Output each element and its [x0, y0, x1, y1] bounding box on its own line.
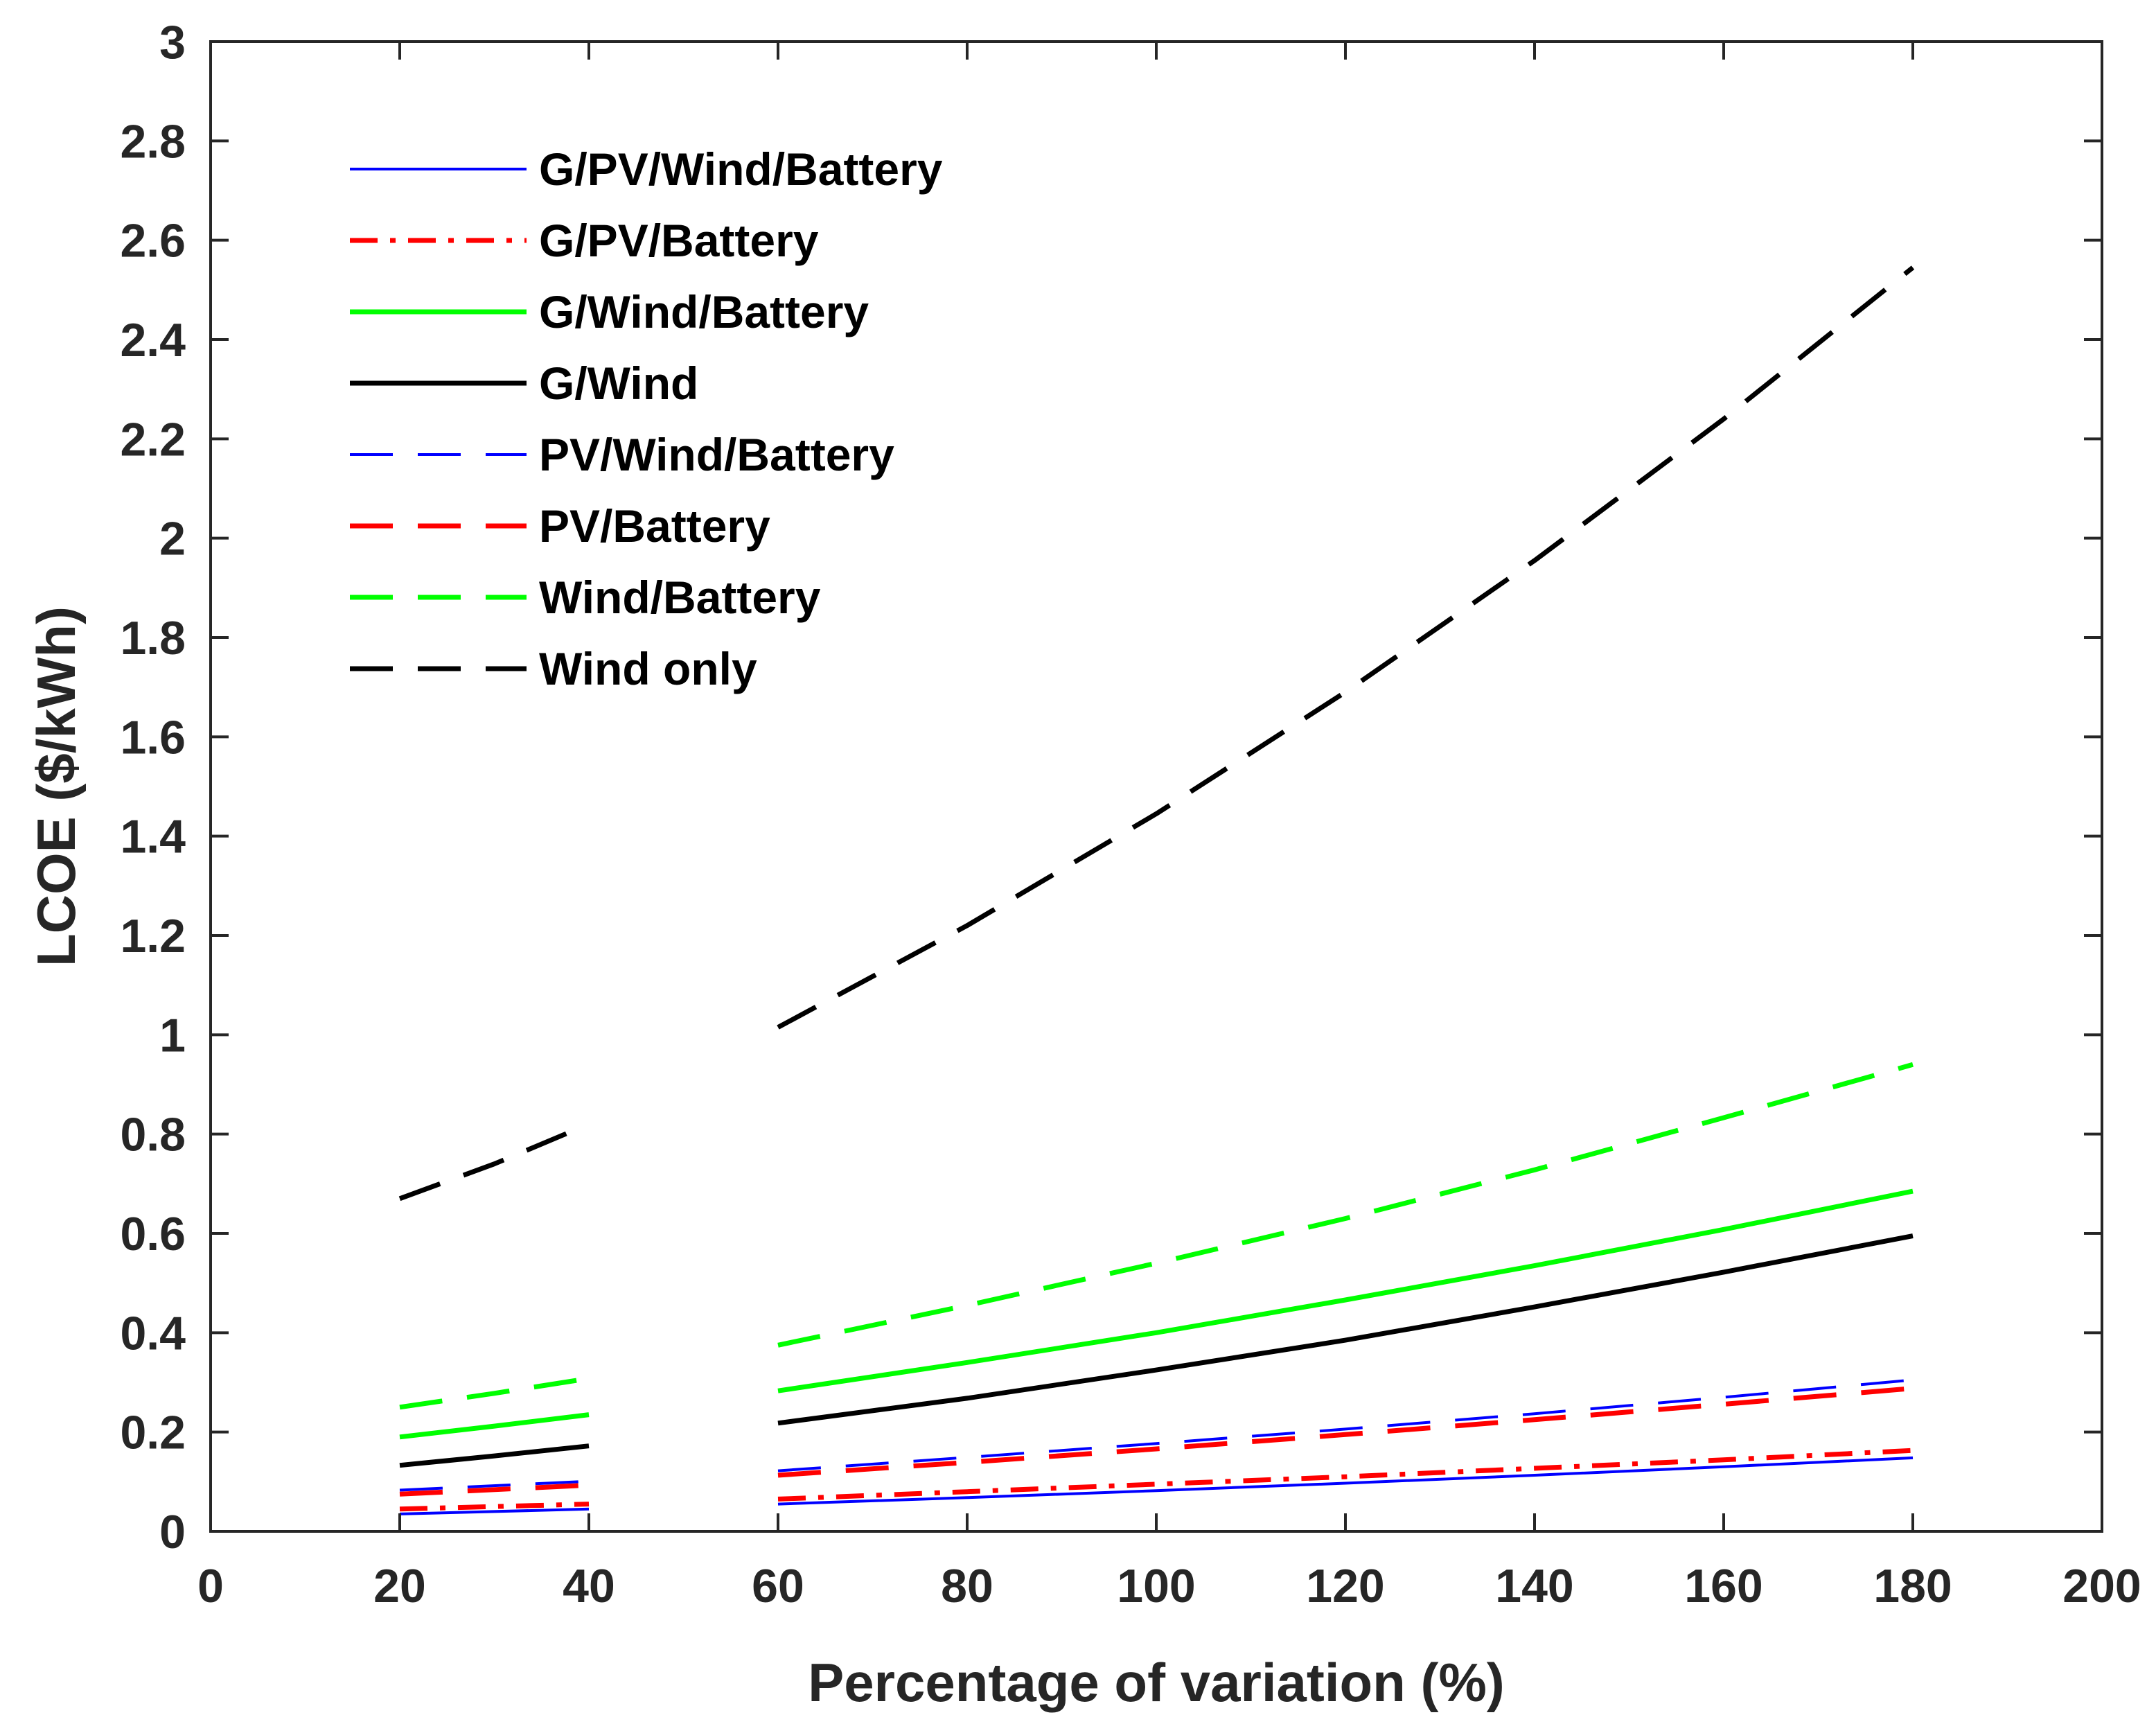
series-line-g-pv-wind-battery	[399, 1507, 590, 1515]
y-tick-label: 0.4	[120, 1307, 186, 1360]
y-tick-label: 1.6	[120, 711, 186, 764]
legend-label: PV/Wind/Battery	[539, 429, 894, 480]
y-tick-label: 1	[159, 1009, 186, 1062]
series-g-pv-battery	[399, 1448, 1914, 1512]
y-tick-label: 2.6	[120, 215, 186, 267]
series-line-wind-only	[777, 265, 1915, 1030]
series-g-wind	[399, 1233, 1914, 1468]
tick-layer: 0 20 40 60 80 100 120 140 160 180 200 0 0.2 0.4 0.6 0.8…	[120, 16, 2141, 1612]
x-tick-label: 160	[1684, 1560, 1762, 1612]
legend-label: Wind/Battery	[539, 572, 821, 623]
y-tick-label: 0.8	[120, 1109, 186, 1161]
series-line-g-wind	[399, 1443, 590, 1468]
series-wind-only	[398, 265, 1915, 1202]
series-layer	[398, 265, 1915, 1515]
series-line-g-pv-wind-battery	[777, 1456, 1914, 1506]
y-tick-label: 3	[159, 16, 186, 69]
y-tick-label: 0.6	[120, 1208, 186, 1260]
series-line-pv-wind-battery	[777, 1378, 1914, 1472]
y-tick-label: 2.8	[120, 115, 186, 168]
series-line-g-wind-battery	[399, 1412, 590, 1440]
x-tick-label: 200	[2062, 1560, 2141, 1612]
legend-label: G/Wind	[539, 358, 698, 409]
x-tick-label: 80	[941, 1560, 993, 1612]
legend: G/PV/Wind/Battery G/PV/Battery G/Wind/Batt…	[350, 143, 943, 694]
series-line-g-pv-battery	[399, 1502, 590, 1512]
y-tick-label: 2.4	[120, 314, 186, 367]
series-line-pv-battery	[399, 1482, 590, 1497]
series-line-pv-battery	[777, 1386, 1914, 1478]
series-line-g-pv-battery	[777, 1448, 1914, 1502]
series-g-pv-wind-battery	[399, 1456, 1914, 1515]
y-tick-label: 2.2	[120, 413, 186, 466]
y-tick-label: 1.8	[120, 612, 186, 665]
x-axis-label: Percentage of variation (%)	[808, 1652, 1505, 1713]
series-line-g-wind	[777, 1233, 1914, 1426]
y-tick-label: 1.2	[120, 910, 186, 962]
legend-label: Wind only	[539, 643, 757, 694]
series-g-wind-battery	[399, 1188, 1914, 1440]
x-tick-label: 0	[197, 1560, 224, 1612]
x-tick-label: 100	[1117, 1560, 1195, 1612]
x-tick-label: 40	[563, 1560, 615, 1612]
x-tick-label: 20	[373, 1560, 426, 1612]
series-wind-battery	[399, 1062, 1914, 1410]
series-line-g-wind-battery	[777, 1188, 1914, 1393]
y-tick-label: 0	[159, 1506, 186, 1558]
x-tick-label: 60	[752, 1560, 804, 1612]
legend-label: G/Wind/Battery	[539, 286, 869, 337]
series-line-wind-battery	[777, 1062, 1914, 1348]
series-line-wind-only	[398, 1122, 590, 1202]
y-tick-label: 2	[159, 513, 186, 565]
legend-label: G/PV/Wind/Battery	[539, 143, 943, 195]
y-tick-label: 1.4	[120, 811, 186, 863]
x-tick-label: 180	[1873, 1560, 1952, 1612]
x-tick-label: 120	[1306, 1560, 1384, 1612]
y-tick-label: 0.2	[120, 1407, 186, 1459]
series-line-pv-wind-battery	[399, 1479, 590, 1492]
y-axis-label: LCOE ($/kWh)	[26, 606, 87, 967]
series-line-wind-battery	[399, 1375, 590, 1410]
x-tick-label: 140	[1495, 1560, 1573, 1612]
legend-label: PV/Battery	[539, 500, 770, 552]
series-pv-battery	[399, 1386, 1914, 1497]
legend-label: G/PV/Battery	[539, 215, 819, 266]
series-pv-wind-battery	[399, 1378, 1914, 1492]
